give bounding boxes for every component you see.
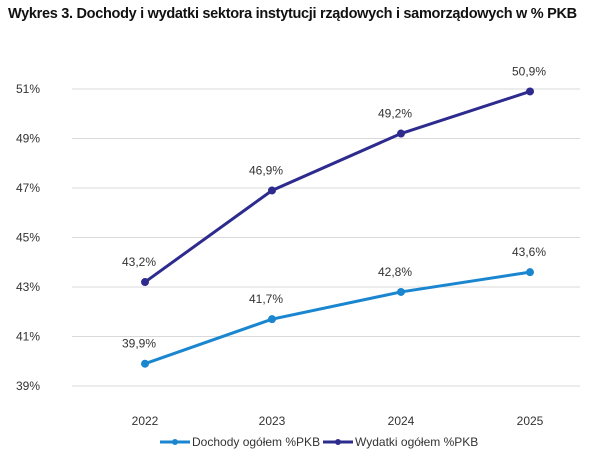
data-point xyxy=(268,186,276,195)
data-point xyxy=(397,287,405,296)
data-label: 43,2% xyxy=(122,255,156,269)
legend-marker xyxy=(172,439,178,445)
data-point xyxy=(141,278,149,287)
data-point xyxy=(526,268,534,277)
x-tick-label: 2022 xyxy=(132,414,159,428)
data-label: 49,2% xyxy=(378,107,412,121)
y-tick-label: 43% xyxy=(16,280,40,294)
data-label: 41,7% xyxy=(249,292,283,306)
x-tick-label: 2025 xyxy=(517,414,544,428)
series-line xyxy=(144,270,531,366)
legend-marker xyxy=(335,439,341,445)
data-point xyxy=(526,87,534,96)
x-tick-label: 2023 xyxy=(259,414,286,428)
x-tick-label: 2024 xyxy=(388,414,415,428)
legend-label: Dochody ogółem %PKB xyxy=(192,435,320,449)
y-tick-label: 45% xyxy=(16,231,40,245)
data-point xyxy=(397,129,405,138)
data-label: 39,9% xyxy=(122,337,156,351)
y-tick-label: 39% xyxy=(16,379,40,393)
data-point xyxy=(268,315,276,324)
y-tick-label: 51% xyxy=(16,82,40,96)
y-tick-label: 49% xyxy=(16,132,40,146)
data-label: 42,8% xyxy=(378,265,412,279)
data-label: 46,9% xyxy=(249,163,283,177)
y-tick-label: 47% xyxy=(16,181,40,195)
y-tick-label: 41% xyxy=(16,330,40,344)
chart-title: Wykres 3. Dochody i wydatki sektora inst… xyxy=(8,6,577,22)
data-label: 43,6% xyxy=(512,245,546,259)
series-line xyxy=(144,90,531,284)
data-label: 50,9% xyxy=(512,64,546,78)
legend-label: Wydatki ogółem %PKB xyxy=(355,435,478,449)
data-point xyxy=(141,359,149,368)
